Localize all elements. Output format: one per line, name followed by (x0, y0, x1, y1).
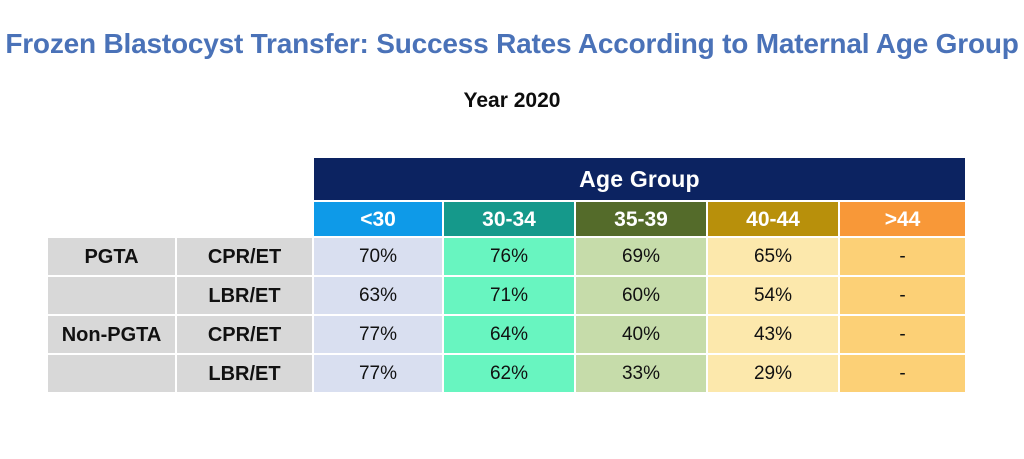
data-cell: - (840, 316, 965, 353)
row-metric-label: CPR/ET (177, 316, 312, 353)
data-cell: 77% (314, 316, 442, 353)
data-cell: 54% (708, 277, 838, 314)
data-cell: 65% (708, 238, 838, 275)
row-metric-label: LBR/ET (177, 277, 312, 314)
data-cell: 62% (444, 355, 574, 392)
row-group-label (48, 277, 175, 314)
success-rate-table: Age Group <30 30-34 35-39 40-44 >44 PGTA… (48, 158, 968, 392)
data-cell: 70% (314, 238, 442, 275)
column-header-35-39: 35-39 (576, 202, 706, 236)
data-cell: 77% (314, 355, 442, 392)
data-cell: 40% (576, 316, 706, 353)
data-cell: - (840, 355, 965, 392)
row-metric-label: LBR/ET (177, 355, 312, 392)
blank-group-header (48, 202, 175, 236)
blank-metric-header (177, 202, 312, 236)
data-cell: 63% (314, 277, 442, 314)
row-group-label (48, 355, 175, 392)
column-header-lt30: <30 (314, 202, 442, 236)
row-group-label: PGTA (48, 238, 175, 275)
data-cell: 43% (708, 316, 838, 353)
page-subtitle: Year 2020 (463, 89, 561, 112)
data-cell: 69% (576, 238, 706, 275)
data-cell: 76% (444, 238, 574, 275)
column-header-30-34: 30-34 (444, 202, 574, 236)
age-group-header: Age Group (314, 158, 965, 200)
data-cell: - (840, 238, 965, 275)
row-metric-label: CPR/ET (177, 238, 312, 275)
corner-blank-metric (177, 158, 312, 200)
data-cell: 71% (444, 277, 574, 314)
column-header-40-44: 40-44 (708, 202, 838, 236)
column-header-gt44: >44 (840, 202, 965, 236)
data-cell: - (840, 277, 965, 314)
row-group-label: Non-PGTA (48, 316, 175, 353)
data-cell: 29% (708, 355, 838, 392)
page-title: Frozen Blastocyst Transfer: Success Rate… (5, 28, 1019, 59)
data-cell: 33% (576, 355, 706, 392)
data-cell: 60% (576, 277, 706, 314)
data-cell: 64% (444, 316, 574, 353)
corner-blank-group (48, 158, 175, 200)
